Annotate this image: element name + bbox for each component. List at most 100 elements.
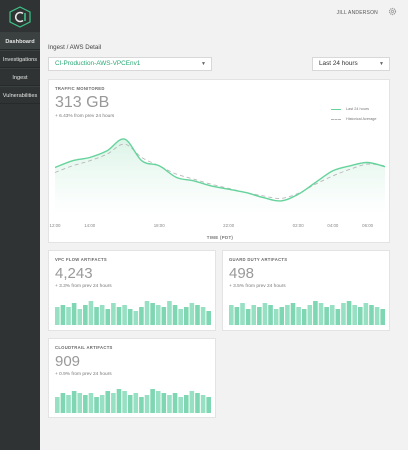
x-tick-label: 12:00 (49, 223, 61, 228)
traffic-delta: + 6.43% from prev 24 hours (55, 114, 115, 119)
cloudtrail-artifacts-card: CLOUDTRAIL ARTIFACTS 909 + 0.9% from pre… (48, 338, 216, 418)
breadcrumb: Ingest / AWS Detail (48, 44, 102, 51)
cloudtrail-bar (133, 393, 139, 413)
cloudtrail-bar (60, 393, 66, 413)
cloudtrail-bar (77, 393, 83, 413)
cloudtrail-bar (94, 397, 99, 413)
sidebar-item-dashboard[interactable]: Dashboard (0, 32, 40, 50)
vpc-bar (144, 301, 150, 325)
sidebar: Dashboard Investigations Ingest Vulnerab… (0, 0, 40, 450)
vpc-bar (206, 311, 211, 325)
cloudtrail-bar (88, 393, 94, 413)
legend-label: Last 24 hours (346, 107, 370, 111)
guard-bar (229, 305, 234, 325)
traffic-monitored-card: TRAFFIC MONITORED 313 GB + 6.43% from pr… (48, 79, 390, 243)
vpc-bar (77, 309, 83, 325)
cloudtrail-bar (178, 397, 183, 413)
guard-duty-artifacts-card: GUARD DUTY ARTIFACTS 498 + 3.5% from pre… (222, 250, 390, 331)
guard-bar (324, 307, 329, 325)
cloudtrail-bar (144, 395, 150, 413)
cloudtrail-bar (66, 395, 71, 413)
gear-icon[interactable] (388, 7, 397, 16)
guard-bar (329, 305, 335, 325)
guard-bar (296, 307, 301, 325)
card-title: TRAFFIC MONITORED (55, 86, 105, 91)
cloud-value: 909 (55, 353, 81, 370)
vpc-bar (139, 307, 144, 325)
guard-bar (313, 301, 318, 325)
time-range-value: Last 24 hours (319, 60, 358, 67)
cloudtrail-bar (122, 391, 127, 413)
vpc-bar (178, 309, 183, 325)
vpc-bar (172, 305, 178, 325)
cloudtrail-bar (161, 393, 167, 413)
sidebar-item-investigations[interactable]: Investigations (0, 50, 40, 68)
guard-bar (380, 309, 385, 325)
guard-bar (369, 305, 374, 325)
cloudtrail-bar (206, 397, 211, 413)
x-tick-label: 02:00 (292, 223, 304, 228)
guard-bar (262, 303, 268, 325)
x-tick-label: 04:00 (327, 223, 339, 228)
vpc-bar (71, 303, 77, 325)
vpc-delta: + 3.3% from prev 24 hours (55, 284, 112, 289)
cloudtrail-bar (55, 397, 60, 413)
guard-bar-chart (229, 301, 385, 325)
sidebar-nav: Dashboard Investigations Ingest Vulnerab… (0, 32, 40, 104)
guard-bar (251, 305, 257, 325)
guard-bar (346, 301, 352, 325)
cloudtrail-bar-chart (55, 389, 211, 413)
sidebar-item-vulnerabilities[interactable]: Vulnerabilities (0, 86, 40, 104)
ci-logo-icon[interactable] (8, 6, 32, 28)
vpc-bar (60, 305, 66, 325)
guard-bar (307, 305, 313, 325)
account-select[interactable]: CI-Production-AWS-VPCEnv1 ▼ (48, 57, 212, 71)
guard-bar (285, 305, 290, 325)
cloud-delta: + 0.9% from prev 24 hours (55, 372, 112, 377)
sidebar-item-ingest[interactable]: Ingest (0, 68, 40, 86)
vpc-bar (200, 307, 206, 325)
x-tick-label: 22:00 (223, 223, 235, 228)
series-area-last-24-hours (55, 138, 385, 216)
vpc-bar (189, 303, 195, 325)
card-title: CLOUDTRAIL ARTIFACTS (55, 345, 113, 350)
guard-bar (234, 307, 240, 325)
cloudtrail-bar (150, 389, 155, 413)
card-title: VPC FLOW ARTIFACTS (55, 257, 108, 262)
cloudtrail-bar (105, 391, 111, 413)
vpc-bar (195, 305, 200, 325)
vpc-bar (94, 307, 99, 325)
guard-bar (301, 309, 307, 325)
cloudtrail-bar (99, 395, 105, 413)
vpc-bar (83, 305, 88, 325)
legend-item-current: Last 24 hours (331, 106, 377, 116)
cloudtrail-bar (111, 393, 116, 413)
legend-item-historical: Historical Average (331, 116, 377, 126)
vpc-bar (161, 307, 167, 325)
guard-bar (318, 303, 324, 325)
user-name[interactable]: JILL ANDERSON (336, 10, 378, 16)
vpc-value: 4,243 (55, 265, 93, 282)
guard-bar (374, 307, 380, 325)
vpc-bar (127, 309, 133, 325)
account-select-value: CI-Production-AWS-VPCEnv1 (55, 60, 141, 67)
vpc-bar (88, 301, 94, 325)
cloudtrail-bar (200, 395, 206, 413)
guard-bar (363, 303, 369, 325)
vpc-bar (116, 307, 122, 325)
cloudtrail-bar (183, 395, 189, 413)
vpc-bar (133, 311, 139, 325)
cloudtrail-bar (127, 395, 133, 413)
traffic-value: 313 GB (55, 94, 110, 111)
guard-bar (341, 303, 346, 325)
time-range-select[interactable]: Last 24 hours ▼ (312, 57, 390, 71)
guard-bar (257, 307, 262, 325)
guard-bar (279, 307, 285, 325)
cloudtrail-bar (139, 397, 144, 413)
guard-delta: + 3.5% from prev 24 hours (229, 284, 286, 289)
vpc-bar (183, 307, 189, 325)
series-line-last-24-hours (54, 138, 386, 202)
legend-swatch-solid (331, 109, 341, 110)
vpc-bar (66, 307, 71, 325)
x-tick-label: 14:00 (84, 223, 96, 228)
